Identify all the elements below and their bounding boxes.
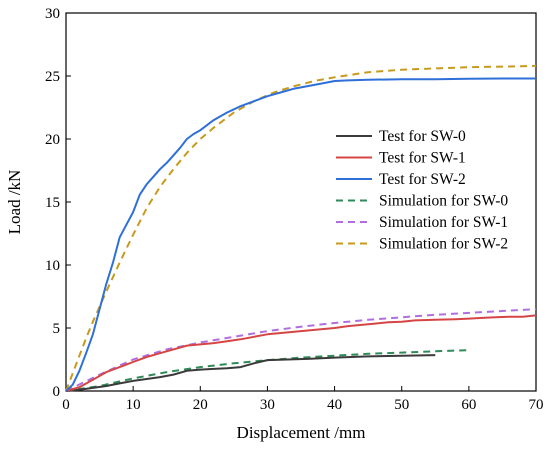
series-line-4: [65, 308, 537, 392]
x-tick-label: 70: [529, 397, 544, 413]
legend-label: Test for SW-1: [379, 150, 466, 167]
x-tick-label: 20: [193, 397, 208, 413]
legend-label: Simulation for SW-0: [379, 193, 508, 210]
legend-label: Simulation for SW-2: [379, 236, 508, 253]
x-tick-label: 40: [327, 397, 342, 413]
x-tick-label: 60: [461, 397, 476, 413]
x-tick-label: 10: [126, 397, 141, 413]
x-axis-label: Displacement /mm: [237, 423, 366, 442]
x-tick-label: 0: [62, 397, 70, 413]
series-line-0: [65, 354, 436, 392]
y-axis-label: Load /kN: [5, 170, 24, 235]
series-layer: [65, 64, 537, 392]
series-line-5: [65, 64, 537, 392]
axis-ticks: 0 10 20 30 40 50 60 70 0 5 10 15 20 25 30: [45, 6, 544, 413]
legend-label: Test for SW-2: [379, 171, 466, 188]
x-tick-label: 30: [260, 397, 275, 413]
series-line-2: [65, 77, 536, 392]
legend: Test for SW-0 Test for SW-1 Test for SW-2 S…: [336, 128, 508, 253]
y-tick-label: 5: [53, 321, 61, 337]
y-tick-label: 20: [45, 132, 60, 148]
y-tick-label: 25: [45, 69, 60, 85]
legend-label: Test for SW-0: [379, 128, 466, 145]
y-tick-label: 10: [45, 258, 60, 274]
y-tick-label: 0: [53, 384, 61, 400]
y-tick-label: 15: [45, 195, 60, 211]
y-tick-label: 30: [45, 6, 60, 22]
legend-label: Simulation for SW-1: [379, 214, 508, 231]
x-tick-label: 50: [394, 397, 409, 413]
series-line-3: [65, 349, 469, 392]
series-line-1: [65, 314, 537, 392]
